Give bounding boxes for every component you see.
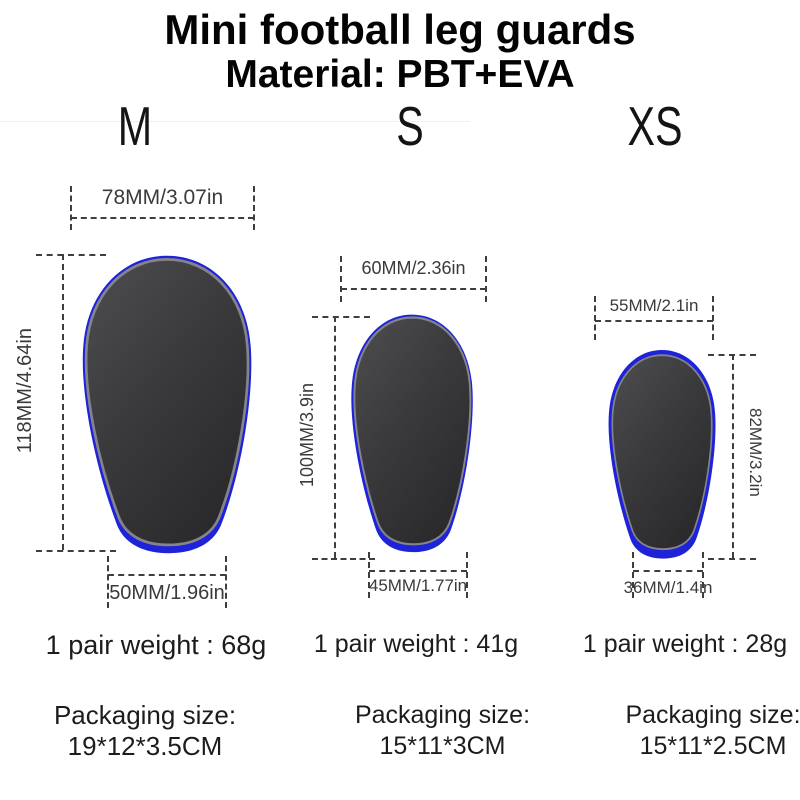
page-title: Mini football leg guards bbox=[164, 6, 636, 53]
dimension-tick bbox=[708, 354, 756, 356]
shin-guard-xs-image bbox=[608, 350, 716, 559]
dimension-bottom-width-s: 45MM/1.77in bbox=[368, 552, 468, 598]
dimension-bottom-width-s-label: 45MM/1.77in bbox=[368, 576, 468, 595]
dimension-bottom-width-m-label: 50MM/1.96in bbox=[109, 582, 225, 604]
dimension-tick bbox=[368, 552, 370, 598]
dimension-tick bbox=[340, 256, 342, 302]
dimension-line bbox=[341, 288, 486, 290]
photo-edge-line bbox=[0, 121, 470, 122]
dimension-tick bbox=[107, 556, 109, 608]
packaging-label-s: Packaging size: bbox=[354, 701, 531, 729]
dimension-tick bbox=[485, 256, 487, 302]
dimension-line-height-xs bbox=[732, 354, 734, 558]
dimension-tick bbox=[594, 296, 596, 340]
dimension-top-width-m-label: 78MM/3.07in bbox=[101, 186, 224, 209]
dimension-tick bbox=[632, 552, 634, 598]
dimension-top-width-s-label: 60MM/2.36in bbox=[361, 258, 466, 278]
size-label-xs: XS bbox=[627, 95, 683, 157]
dimension-tick bbox=[312, 558, 375, 560]
dimension-line-height-s bbox=[334, 316, 336, 558]
packaging-size-s: 15*11*3CM bbox=[379, 732, 506, 760]
size-label-m: M bbox=[117, 95, 153, 157]
dimension-height-xs-label: 82MM/3.2in bbox=[746, 408, 765, 497]
packaging-size-xs: 15*11*2.5CM bbox=[639, 732, 787, 760]
dimension-bottom-width-xs-label: 36MM/1.4in bbox=[623, 578, 713, 597]
dimension-tick bbox=[712, 296, 714, 340]
shin-guard-s-image bbox=[351, 314, 473, 553]
dimension-top-width-xs-label: 55MM/2.1in bbox=[609, 296, 699, 315]
dimension-top-width-m: 78MM/3.07in bbox=[70, 186, 255, 230]
dimension-line bbox=[633, 570, 703, 572]
dimension-bottom-width-xs: 36MM/1.4in bbox=[624, 552, 712, 598]
dimension-height-m-label: 118MM/4.64in bbox=[14, 328, 36, 454]
dimension-tick bbox=[253, 186, 255, 230]
dimension-tick bbox=[702, 552, 704, 598]
packaging-label-xs: Packaging size: bbox=[625, 701, 800, 729]
dimension-height-s-label: 100MM/3.9in bbox=[297, 383, 317, 488]
dimension-bottom-width-m: 50MM/1.96in bbox=[107, 556, 227, 608]
packaging-info-s: Packaging size: 15*11*3CM bbox=[330, 700, 555, 762]
dimension-line bbox=[369, 570, 467, 572]
packaging-size-m: 19*12*3.5CM bbox=[67, 731, 223, 761]
packaging-info-xs: Packaging size: 15*11*2.5CM bbox=[588, 700, 800, 762]
pair-weight-s: 1 pair weight : 41g bbox=[313, 630, 519, 658]
dimension-line-height-m bbox=[62, 254, 64, 550]
dimension-tick bbox=[36, 550, 116, 552]
dimension-tick bbox=[70, 186, 72, 230]
size-label-s: S bbox=[396, 95, 424, 157]
dimension-top-width-s: 60MM/2.36in bbox=[340, 256, 487, 302]
dimension-tick bbox=[36, 254, 106, 256]
shin-guard-m-image bbox=[82, 255, 252, 554]
dimension-line bbox=[108, 574, 226, 576]
dimension-top-width-xs: 55MM/2.1in bbox=[594, 296, 714, 340]
pair-weight-m: 1 pair weight : 68g bbox=[45, 630, 267, 660]
dimension-line bbox=[595, 320, 713, 322]
dimension-tick bbox=[708, 558, 756, 560]
dimension-tick bbox=[312, 316, 370, 318]
dimension-tick bbox=[466, 552, 468, 598]
dimension-tick bbox=[225, 556, 227, 608]
packaging-label-m: Packaging size: bbox=[53, 700, 237, 730]
material-subtitle: Material: PBT+EVA bbox=[225, 53, 575, 96]
packaging-info-m: Packaging size: 19*12*3.5CM bbox=[10, 700, 280, 762]
pair-weight-xs: 1 pair weight : 28g bbox=[582, 630, 788, 658]
dimension-line bbox=[71, 217, 254, 219]
